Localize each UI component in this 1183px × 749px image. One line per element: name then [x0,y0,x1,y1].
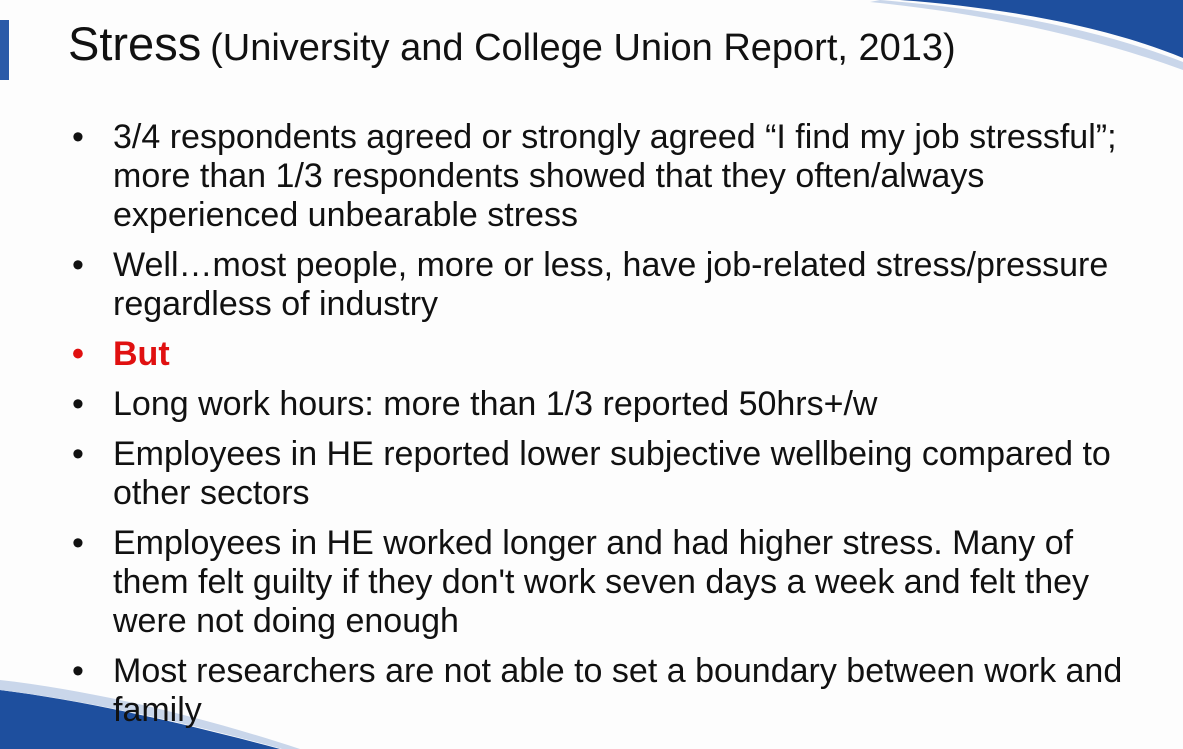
slide-title: Stress (University and College Union Rep… [68,14,956,79]
title-accent-bar [0,20,9,80]
bullet-text: But [113,335,170,373]
bullet-item: • Most researchers are not able to set a… [68,652,1158,730]
bullet-text: Long work hours: more than 1/3 reported … [113,385,878,423]
bullet-item-highlight: • But [68,335,1158,374]
bullet-marker: • [72,435,84,473]
bullet-text: Employees in HE worked longer and had hi… [113,524,1090,640]
bullet-list: • 3/4 respondents agreed or strongly agr… [68,118,1158,741]
bullet-item: • Employees in HE reported lower subject… [68,435,1158,513]
bullet-marker: • [72,524,84,562]
bullet-marker: • [72,385,84,423]
bullet-marker: • [72,246,84,284]
bottom-left-swoosh-light [0,680,300,749]
bullet-marker: • [72,335,84,373]
bottom-left-swoosh [0,690,280,749]
bullet-item: • 3/4 respondents agreed or strongly agr… [68,118,1158,235]
bullet-item: • Employees in HE worked longer and had … [68,524,1158,641]
bullet-marker: • [72,652,84,690]
bullet-text: Well…most people, more or less, have job… [113,246,1109,323]
bullet-text: 3/4 respondents agreed or strongly agree… [113,118,1117,234]
top-right-swoosh [900,0,1183,58]
bullet-item: • Long work hours: more than 1/3 reporte… [68,385,1158,424]
title-subtitle: (University and College Union Report, 20… [210,27,956,69]
bullet-marker: • [72,118,84,156]
bullet-text: Employees in HE reported lower subjectiv… [113,435,1111,512]
bullet-text: Most researchers are not able to set a b… [113,652,1123,729]
bullet-item: • Well…most people, more or less, have j… [68,246,1158,324]
title-main: Stress [68,17,202,70]
